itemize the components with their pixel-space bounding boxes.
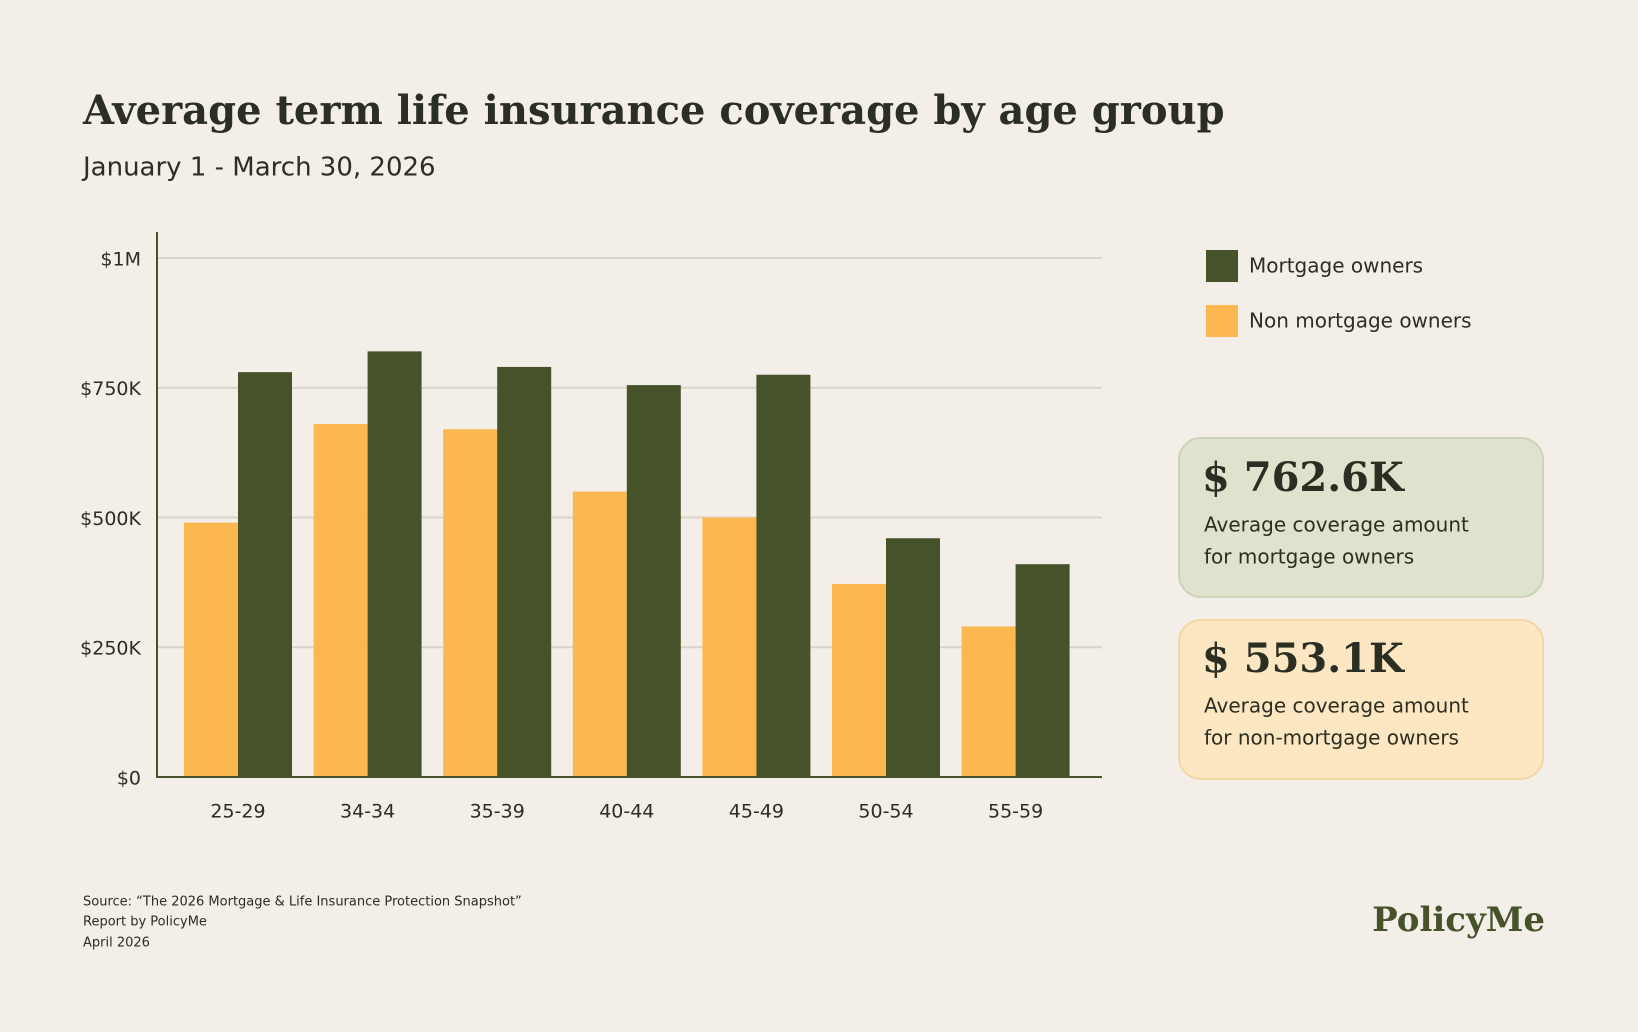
bar xyxy=(367,351,422,777)
callout-value: $ 553.1K xyxy=(1202,635,1405,682)
bar xyxy=(756,374,811,777)
y-tick-label: $1M xyxy=(100,248,141,270)
y-tick-label: $0 xyxy=(117,768,141,790)
bar xyxy=(497,366,552,777)
y-tick-label: $250K xyxy=(80,638,141,660)
legend-swatch xyxy=(1206,250,1238,282)
x-tick-label: 34-34 xyxy=(340,801,395,823)
legend-swatch xyxy=(1206,305,1238,337)
bar xyxy=(443,429,498,777)
callout-text: Average coverage amount xyxy=(1204,694,1469,718)
bar xyxy=(702,517,757,777)
y-tick-label: $750K xyxy=(80,378,141,400)
callout-text: for non-mortgage owners xyxy=(1204,726,1459,750)
bar xyxy=(572,491,627,777)
callout-value: $ 762.6K xyxy=(1202,454,1405,501)
source-text: Report by PolicyMe xyxy=(83,915,207,930)
x-tick-label: 35-39 xyxy=(470,801,525,823)
bar xyxy=(1015,564,1070,777)
callout-card xyxy=(1178,437,1544,598)
bar xyxy=(184,522,238,777)
chart-subtitle: January 1 - March 30, 2026 xyxy=(81,153,436,183)
x-tick-label: 25-29 xyxy=(210,801,265,823)
bar xyxy=(961,626,1016,777)
bar xyxy=(313,424,368,777)
x-tick-label: 50-54 xyxy=(858,801,913,823)
x-tick-label: 45-49 xyxy=(729,801,784,823)
callout-card xyxy=(1178,619,1544,780)
x-tick-label: 40-44 xyxy=(599,801,654,823)
source-text: Source: “The 2026 Mortgage & Life Insura… xyxy=(83,895,522,910)
legend-label: Non mortgage owners xyxy=(1249,309,1472,333)
bar xyxy=(886,538,940,777)
y-tick-label: $500K xyxy=(80,508,141,530)
chart-title: Average term life insurance coverage by … xyxy=(82,87,1225,134)
logo: PolicyMe xyxy=(1372,900,1545,940)
bar xyxy=(832,583,886,777)
x-tick-label: 55-59 xyxy=(988,801,1043,823)
callout-text: Average coverage amount xyxy=(1204,513,1469,537)
source-text: April 2026 xyxy=(83,936,150,951)
callout-text: for mortgage owners xyxy=(1204,545,1414,569)
bar xyxy=(626,385,681,777)
legend-label: Mortgage owners xyxy=(1249,254,1423,278)
bar xyxy=(238,372,292,777)
